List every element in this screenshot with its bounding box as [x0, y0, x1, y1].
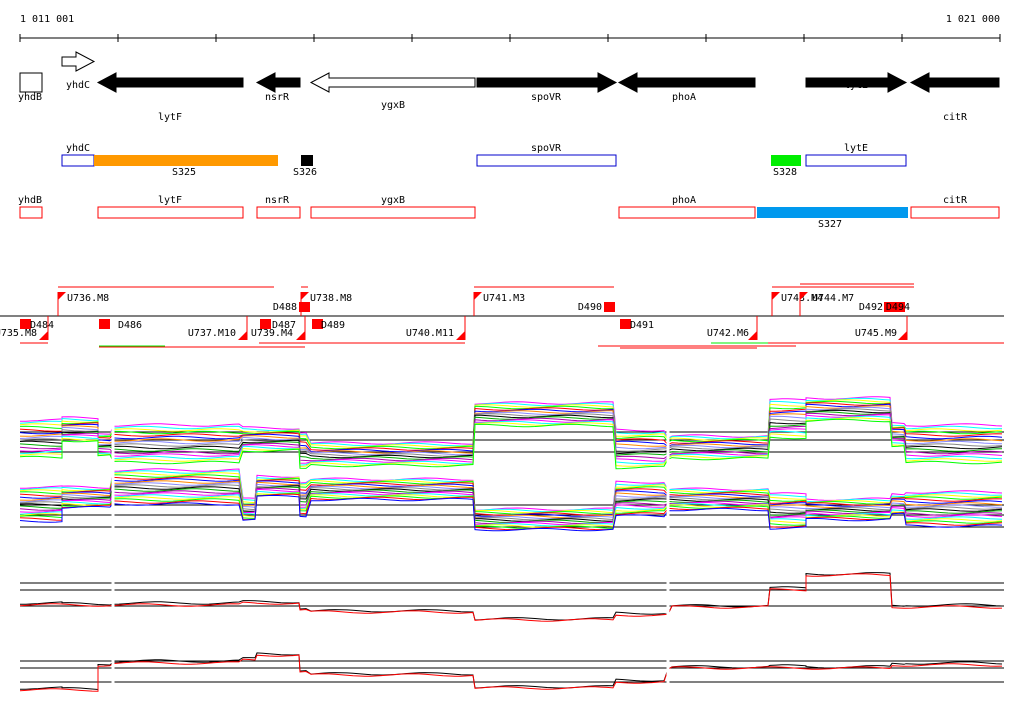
transcript-D489[interactable]: D489: [312, 319, 345, 331]
gene-label: yhdC: [66, 80, 90, 91]
gene-label: citR: [943, 112, 968, 123]
transcript-U738.M8[interactable]: U738.M8: [300, 292, 352, 316]
segment-citR[interactable]: citR: [910, 195, 1000, 219]
transcript-D486[interactable]: D486: [99, 319, 142, 331]
transcript-D490[interactable]: D490: [578, 302, 615, 313]
segment-label: lytE: [844, 143, 868, 154]
transcript-label: U739.M4: [251, 328, 293, 339]
segment-label: phoA: [672, 195, 696, 206]
transcript-label: U735.M8: [0, 328, 37, 339]
segment-track-reverse: yhdB lytF nsrR ygxB phoA S327 citR: [18, 195, 1000, 230]
expression-panel-4: [19, 626, 1004, 702]
segment-label: ygxB: [381, 195, 405, 206]
gene-spoVR[interactable]: spoVR: [476, 72, 618, 103]
gene-citR[interactable]: citR: [909, 72, 1000, 123]
transcript-U735.M8[interactable]: U735.M8: [0, 316, 49, 340]
transcript-label: D492: [859, 302, 883, 313]
segment-label: lytF: [158, 195, 182, 206]
segment-yhdC[interactable]: yhdC: [61, 143, 95, 167]
segment-label: S328: [773, 167, 797, 178]
transcript-D494[interactable]: D494: [886, 302, 910, 313]
segment-track-forward: yhdC S325 S326 spoVR S328 lytE: [61, 143, 907, 178]
transcript-label: U740.M11: [406, 328, 454, 339]
gene-label: nsrR: [265, 92, 290, 103]
segment-spoVR[interactable]: spoVR: [476, 143, 617, 167]
segment-ygxB[interactable]: ygxB: [310, 195, 476, 219]
gene-yhdB[interactable]: yhdB: [18, 72, 43, 103]
transcript-D491[interactable]: D491: [620, 319, 654, 331]
transcript-label: U738.M8: [310, 293, 352, 304]
transcript-label: D490: [578, 302, 602, 313]
transcript-label: D491: [630, 320, 654, 331]
transcript-U744.M7[interactable]: U744.M7: [799, 292, 854, 316]
gene-label: ygxB: [381, 100, 405, 111]
transcript-U736.M8[interactable]: U736.M8: [57, 292, 109, 316]
segment-label: citR: [943, 195, 968, 206]
gene-yhdC[interactable]: yhdC: [61, 51, 96, 91]
segment-nsrR[interactable]: nsrR: [256, 195, 301, 219]
transcript-label: D487: [272, 320, 296, 331]
transcript-U745.M9[interactable]: U745.M9: [855, 316, 908, 340]
expression-panel-1: [19, 396, 1004, 472]
segment-lytE[interactable]: lytE: [805, 143, 907, 167]
ruler-start-label: 1 011 001: [20, 14, 74, 25]
segment-label: S326: [293, 167, 317, 178]
transcript-label: U745.M9: [855, 328, 897, 339]
gene-nsrR[interactable]: nsrR: [255, 72, 301, 103]
segment-lytF[interactable]: lytF: [97, 195, 244, 219]
gene-lytE[interactable]: lytE: [805, 72, 908, 93]
transcript-D487[interactable]: D487: [260, 319, 296, 331]
gene-phoA[interactable]: phoA: [617, 72, 756, 103]
ruler-end-label: 1 021 000: [946, 14, 1000, 25]
gene-label: spoVR: [531, 92, 562, 103]
segment-label: S325: [172, 167, 196, 178]
segment-label: S327: [818, 219, 842, 230]
segment-label: spoVR: [531, 143, 562, 154]
gene-label: yhdB: [18, 92, 42, 103]
segment-yhdB[interactable]: yhdB: [18, 195, 43, 219]
segment-label: nsrR: [265, 195, 290, 206]
transcript-D492[interactable]: D492: [859, 302, 895, 313]
transcript-label: U737.M10: [188, 328, 236, 339]
segment-S328[interactable]: S328: [771, 155, 801, 178]
segment-S326[interactable]: S326: [293, 155, 317, 178]
transcript-D488[interactable]: D488: [273, 302, 310, 313]
gene-label: lytF: [158, 112, 182, 123]
segment-S327[interactable]: S327: [757, 207, 908, 230]
transcript-U742.M6[interactable]: U742.M6: [707, 316, 758, 340]
ruler: 1 011 001 1 021 000: [19, 14, 1001, 42]
transcript-label: D489: [321, 320, 345, 331]
gene-label: lytE: [844, 80, 868, 91]
gene-track: yhdB yhdC lytF nsrR ygxB spoVR phoA lytE citR: [18, 51, 1000, 123]
expression-panel-3: [19, 548, 1004, 626]
transcript-label: D484: [30, 320, 54, 331]
segment-phoA[interactable]: phoA: [618, 195, 756, 219]
gene-label: phoA: [672, 92, 696, 103]
expression-panel-2: [19, 468, 1004, 547]
transcript-label: U743.M4: [781, 293, 823, 304]
transcript-U737.M10[interactable]: U737.M10: [188, 316, 248, 340]
transcript-label: U744.M7: [812, 293, 854, 304]
transcript-label: U742.M6: [707, 328, 749, 339]
transcript-label: D486: [118, 320, 142, 331]
transcript-U740.M11[interactable]: U740.M11: [406, 316, 466, 340]
transcript-D484[interactable]: D484: [20, 319, 54, 331]
transcript-U739.M4[interactable]: U739.M4: [251, 316, 306, 340]
gene-lytF[interactable]: lytF: [96, 72, 244, 123]
segment-label: yhdC: [66, 143, 90, 154]
transcript-U741.M3[interactable]: U741.M3: [473, 292, 525, 316]
transcript-label: D494: [886, 302, 910, 313]
gene-ygxB[interactable]: ygxB: [309, 72, 476, 111]
segment-S325[interactable]: S325: [94, 155, 278, 178]
expression-tracks: [19, 396, 1004, 702]
transcript-label: U741.M3: [483, 293, 525, 304]
transcript-U743.M4[interactable]: U743.M4: [771, 292, 823, 316]
transcript-label: D488: [273, 302, 297, 313]
transcript-label: U736.M8: [67, 293, 109, 304]
segment-label: yhdB: [18, 195, 42, 206]
